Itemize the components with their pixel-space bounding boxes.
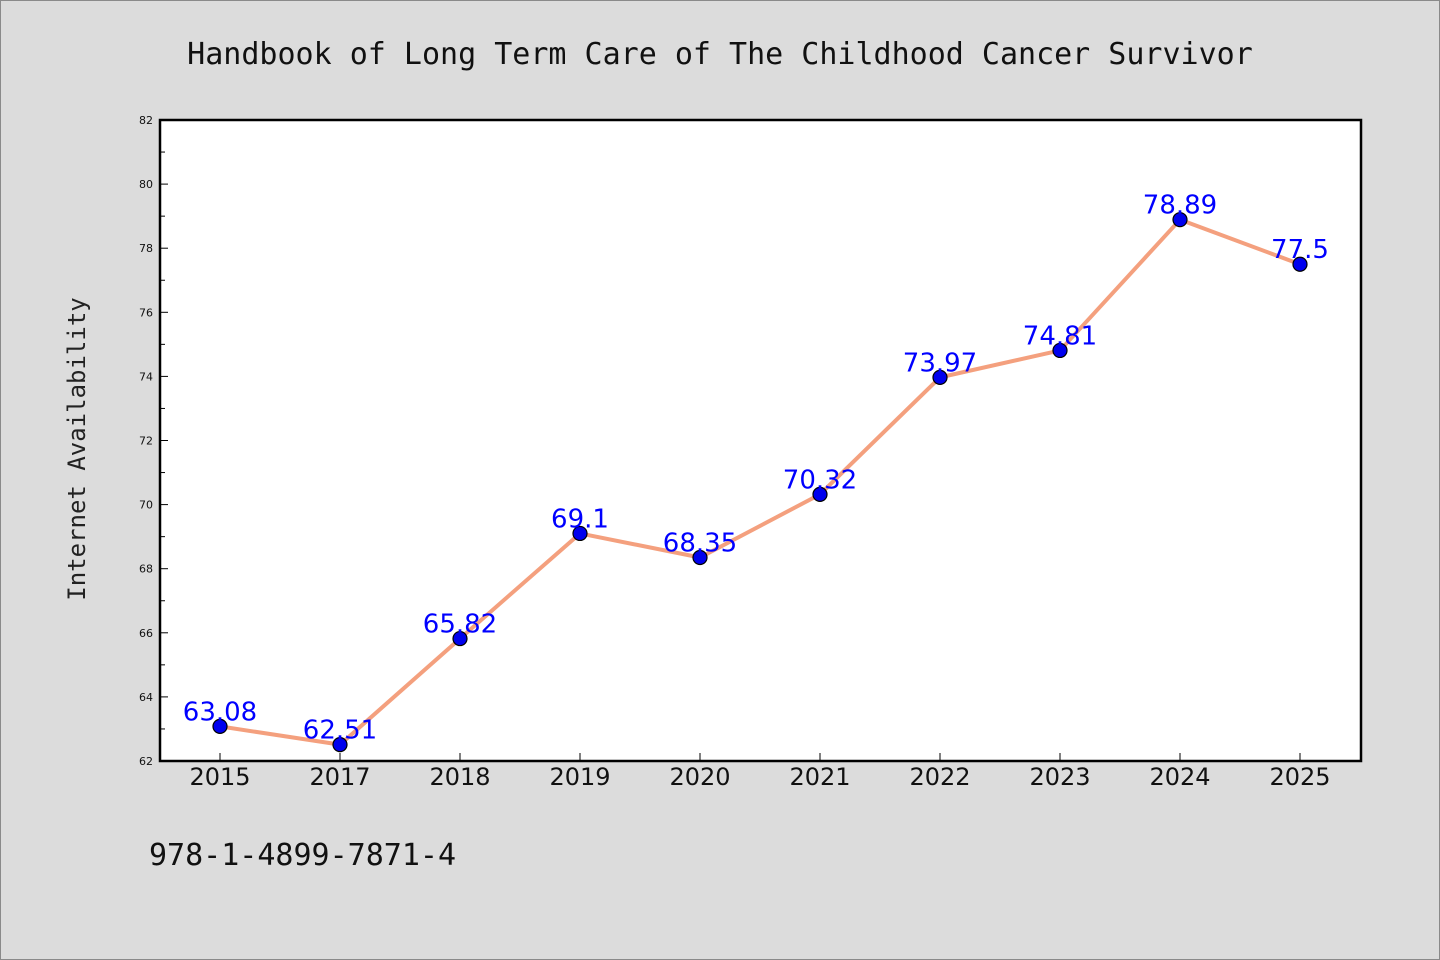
y-tick-label: 76 xyxy=(139,306,153,319)
y-tick-label: 66 xyxy=(139,627,153,640)
data-point xyxy=(452,630,468,647)
data-point xyxy=(1052,342,1068,359)
y-tick-label: 70 xyxy=(139,499,153,512)
y-tick-label: 64 xyxy=(139,691,153,704)
x-tick-label: 2020 xyxy=(669,763,730,791)
x-tick-label: 2022 xyxy=(909,763,970,791)
data-label: 77.5 xyxy=(1271,235,1329,265)
data-point xyxy=(212,718,228,734)
data-point xyxy=(692,549,708,566)
x-tick-label: 2024 xyxy=(1149,763,1210,791)
data-label: 70.32 xyxy=(783,465,857,495)
y-tick-label: 74 xyxy=(139,370,153,383)
x-tick-label: 2017 xyxy=(309,763,370,791)
y-axis-label: Internet Availability xyxy=(63,297,91,600)
y-tick-label: 82 xyxy=(139,114,153,127)
data-point xyxy=(332,737,348,753)
data-label: 74.81 xyxy=(1023,321,1097,351)
data-label: 73.97 xyxy=(903,348,977,378)
data-markers xyxy=(212,212,1308,753)
y-tick-label: 68 xyxy=(139,563,153,576)
y-tick-label: 78 xyxy=(139,242,153,255)
data-labels: 63.08 62.51 65.82 69.1 68.35 70.32 73.97 74.81 7… xyxy=(183,191,1329,746)
x-tick-label: 2025 xyxy=(1269,763,1330,791)
data-label: 63.08 xyxy=(183,697,257,727)
y-tick-label: 72 xyxy=(139,435,153,448)
x-tick-label: 2021 xyxy=(789,763,850,791)
data-label: 69.1 xyxy=(551,504,609,534)
series-line xyxy=(219,217,1301,747)
data-point xyxy=(812,486,828,502)
x-tick-label: 2023 xyxy=(1029,763,1090,791)
data-point xyxy=(572,525,588,542)
data-point xyxy=(932,369,948,385)
data-point xyxy=(1292,256,1308,272)
isbn-footer: 978-1-4899-7871-4 xyxy=(149,838,456,873)
data-label: 65.82 xyxy=(423,610,497,640)
y-axis: 62 64 66 68 70 72 74 76 78 80 82 xyxy=(139,114,168,768)
data-label: 78.89 xyxy=(1143,191,1217,221)
x-tick-label: 2018 xyxy=(429,763,490,791)
plot-area xyxy=(158,118,1363,763)
data-label: 62.51 xyxy=(303,716,377,746)
data-label: 68.35 xyxy=(663,528,737,558)
x-tick-label: 2019 xyxy=(549,763,610,791)
x-tick-label: 2015 xyxy=(189,763,250,791)
y-tick-label: 62 xyxy=(139,755,153,768)
x-axis: 2015 2017 2018 2019 2020 2021 2022 2023 2024 2025 xyxy=(189,753,1331,791)
data-point xyxy=(1172,212,1188,228)
y-tick-label: 80 xyxy=(139,178,153,191)
chart-title: Handbook of Long Term Care of The Childh… xyxy=(187,37,1253,72)
